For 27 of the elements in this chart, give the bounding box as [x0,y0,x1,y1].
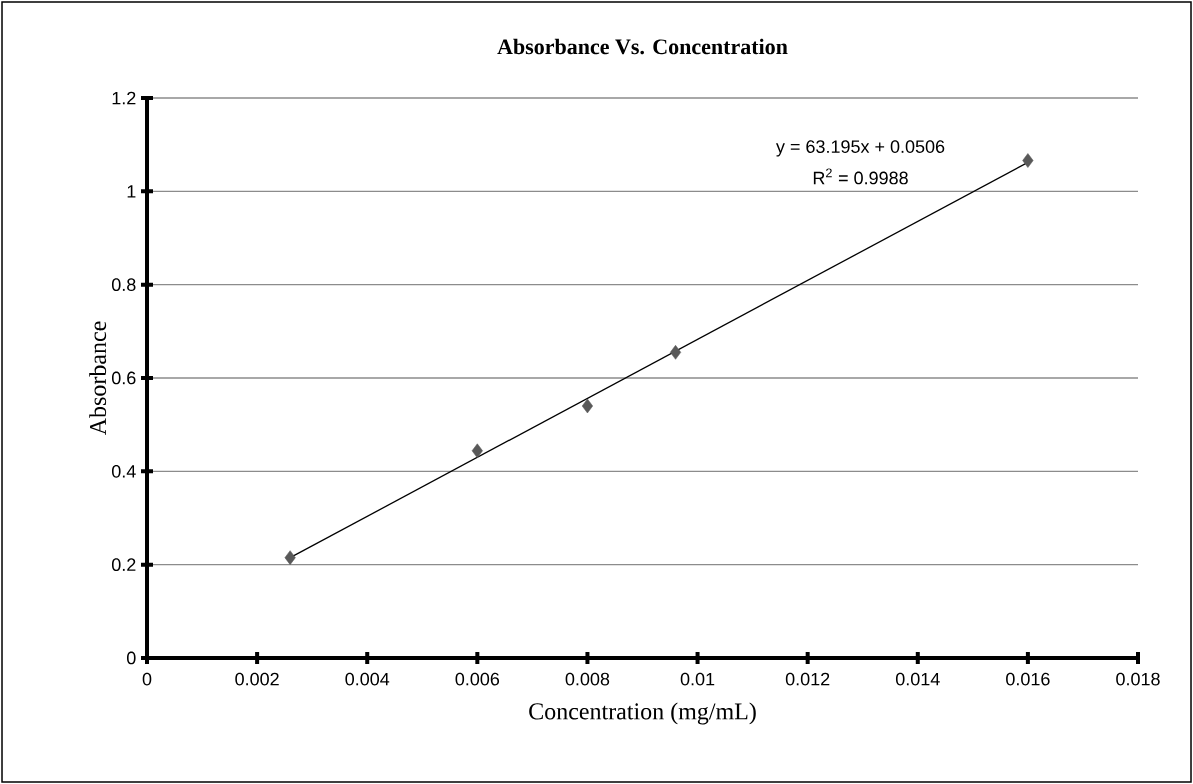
x-tick-label: 0.012 [785,672,830,686]
annotation: y = 63.195x + 0.0506 [776,140,945,157]
x-axis-title: Concentration (mg/mL) [529,702,756,725]
point [1022,153,1034,168]
y-tick-label: 1.2 [112,91,136,105]
chart-title: Absorbance Vs. Concentration [497,38,788,55]
x-tick-label: 0.01 [680,672,715,686]
annotation: R$^{2}$ = 0.9988 [813,168,908,185]
x-tick-label: 0.006 [455,672,500,686]
y-tick-label: 0.2 [111,558,136,572]
x-tick-label: 0.008 [565,672,610,686]
x-tick-label: 0.014 [895,672,940,686]
y-tick-label: 0.6 [111,371,136,385]
y-tick-label: 0 [126,651,136,665]
x-tick-label: 0.004 [345,672,390,686]
x-tick-label: 0.016 [1006,672,1050,686]
x-tick-label: 0.018 [1116,672,1160,686]
point [471,443,483,459]
y-tick-label: 1 [127,185,136,198]
x-tick-label: 0.002 [235,672,279,686]
y-axis-title: Absorbance [89,321,107,436]
point [581,398,593,414]
y-tick-label: 0.8 [111,278,136,292]
y-tick-label: 0.4 [111,464,136,478]
point [670,345,682,360]
x-tick-label: 0 [142,672,152,686]
point [284,550,296,565]
